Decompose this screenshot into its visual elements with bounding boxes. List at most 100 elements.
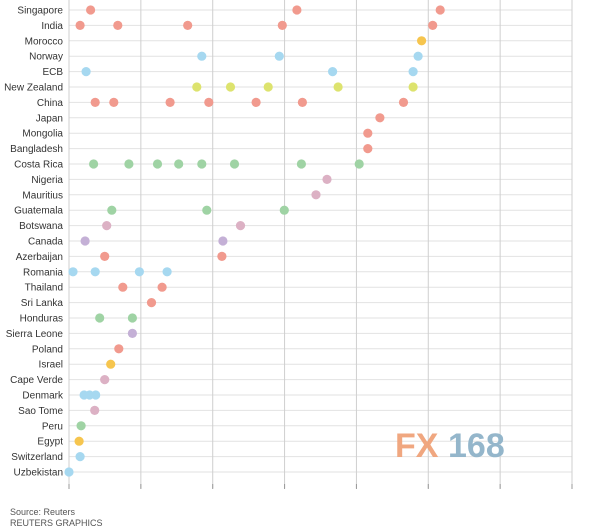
data-point-ecb: [81, 67, 91, 77]
data-point-switzerland: [75, 452, 85, 462]
data-point-new-zealand: [408, 82, 418, 92]
data-point-peru: [76, 421, 86, 431]
data-point-singapore: [435, 5, 445, 15]
row-label-sri-lanka: Sri Lanka: [21, 298, 64, 309]
data-point-costa-rica: [89, 159, 99, 169]
watermark-fx: FX: [395, 427, 439, 465]
data-point-japan: [375, 113, 385, 123]
row-label-uzbekistan: Uzbekistan: [14, 468, 63, 479]
row-label-israel: Israel: [39, 360, 63, 371]
data-point-azerbaijan: [217, 251, 227, 261]
data-point-israel: [106, 359, 116, 369]
data-point-egypt: [74, 436, 84, 446]
row-label-norway: Norway: [29, 52, 63, 63]
row-label-egypt: Egypt: [37, 437, 63, 448]
data-point-botswana: [102, 221, 112, 231]
data-point-india: [428, 20, 438, 30]
data-point-guatemala: [107, 205, 117, 215]
data-point-guatemala: [202, 205, 212, 215]
row-label-canada: Canada: [28, 237, 63, 248]
data-point-costa-rica: [174, 159, 184, 169]
row-label-china: China: [37, 98, 64, 109]
row-label-nigeria: Nigeria: [31, 175, 63, 186]
row-label-morocco: Morocco: [25, 36, 64, 47]
row-label-sierra-leone: Sierra Leone: [6, 329, 64, 340]
data-point-china: [204, 97, 214, 107]
watermark-168: 168: [448, 427, 505, 465]
row-label-costa-rica: Costa Rica: [14, 160, 63, 171]
data-point-honduras: [127, 313, 137, 323]
row-label-singapore: Singapore: [17, 6, 63, 17]
data-point-mongolia: [363, 128, 373, 138]
row-label-guatemala: Guatemala: [14, 206, 63, 217]
data-point-mauritius: [311, 190, 321, 200]
data-points: [64, 5, 445, 477]
row-label-mauritius: Mauritius: [22, 190, 63, 201]
data-point-costa-rica: [354, 159, 364, 169]
row-label-ecb: ECB: [42, 67, 63, 78]
data-point-sri-lanka: [146, 298, 157, 308]
data-point-china: [109, 97, 119, 107]
row-label-poland: Poland: [32, 344, 63, 355]
data-point-india: [277, 20, 287, 30]
data-point-new-zealand: [333, 82, 343, 92]
data-point-india: [113, 20, 123, 30]
data-point-singapore: [86, 5, 96, 15]
data-point-romania: [90, 267, 100, 277]
row-labels: Singapore India Morocco Norway ECB New Zealan…: [4, 6, 64, 479]
data-point-norway: [413, 51, 423, 61]
row-label-thailand: Thailand: [25, 283, 63, 294]
data-point-costa-rica: [229, 159, 240, 169]
data-point-canada: [218, 236, 228, 246]
data-point-sierra-leone: [127, 328, 137, 338]
data-point-romania: [162, 267, 172, 277]
data-point-bangladesh: [363, 144, 373, 154]
data-point-ecb: [408, 67, 418, 77]
data-point-costa-rica: [197, 159, 207, 169]
data-point-ecb: [328, 67, 338, 77]
data-point-china: [297, 97, 307, 107]
fx168-watermark: FX 168: [395, 427, 505, 465]
data-point-india: [183, 20, 193, 30]
data-point-china: [90, 97, 100, 107]
data-point-new-zealand: [192, 82, 202, 92]
data-point-guatemala: [279, 205, 289, 215]
row-label-cape-verde: Cape Verde: [10, 375, 63, 386]
data-point-new-zealand: [263, 82, 273, 92]
row-label-romania: Romania: [23, 267, 63, 278]
row-label-bangladesh: Bangladesh: [10, 144, 63, 155]
data-point-singapore: [292, 5, 302, 15]
data-point-norway: [274, 51, 284, 61]
data-point-cape-verde: [100, 375, 110, 385]
data-point-uzbekistan: [64, 467, 74, 477]
source-note: Source: Reuters: [10, 507, 76, 517]
data-point-india: [75, 20, 85, 30]
data-point-china: [251, 97, 261, 107]
data-point-romania: [134, 267, 144, 277]
data-point-thailand: [118, 282, 128, 292]
row-label-switzerland: Switzerland: [11, 452, 63, 463]
data-point-azerbaijan: [100, 251, 110, 261]
row-label-azerbaijan: Azerbaijan: [16, 252, 63, 263]
data-point-new-zealand: [225, 82, 236, 92]
data-point-botswana: [235, 221, 246, 231]
data-point-china: [398, 97, 409, 107]
row-label-mongolia: Mongolia: [22, 129, 63, 140]
data-point-denmark: [91, 390, 101, 400]
data-point-china: [165, 97, 175, 107]
data-point-canada: [80, 236, 90, 246]
row-label-new-zealand: New Zealand: [4, 83, 63, 94]
row-label-denmark: Denmark: [22, 391, 64, 402]
data-point-morocco: [417, 36, 427, 46]
data-point-costa-rica: [124, 159, 134, 169]
data-point-costa-rica: [152, 159, 163, 169]
row-label-peru: Peru: [42, 421, 63, 432]
data-point-poland: [114, 344, 124, 354]
graphics-credit: REUTERS GRAPHICS: [10, 518, 103, 528]
data-point-romania: [68, 267, 78, 277]
data-point-thailand: [157, 282, 167, 292]
data-point-nigeria: [322, 174, 332, 184]
row-label-sao-tome: Sao Tome: [18, 406, 63, 417]
data-point-costa-rica: [296, 159, 306, 169]
